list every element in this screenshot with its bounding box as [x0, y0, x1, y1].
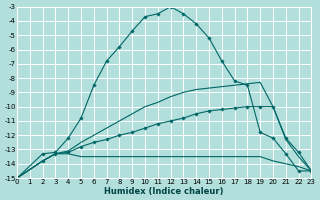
X-axis label: Humidex (Indice chaleur): Humidex (Indice chaleur): [104, 187, 224, 196]
